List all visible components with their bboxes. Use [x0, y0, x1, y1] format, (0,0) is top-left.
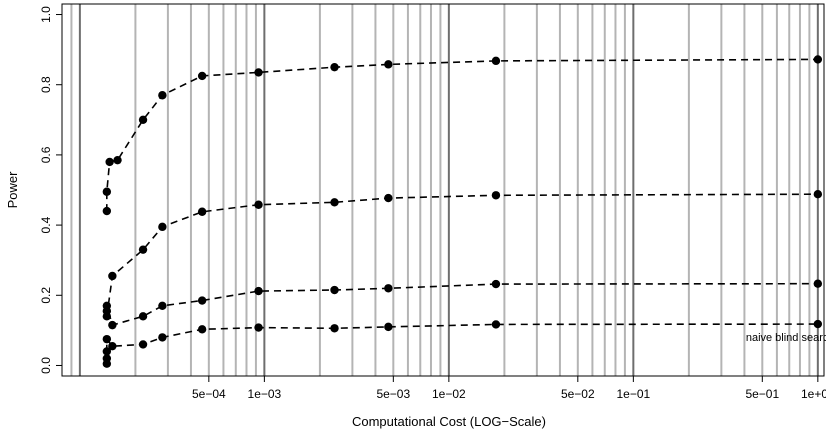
data-point [384, 60, 393, 69]
x-tick-label: 5e−03 [376, 387, 410, 401]
data-point [113, 155, 122, 165]
labels-group: 5e−04 1e−03 5e−03 1e−02 5e−02 1e−01 5e−01 1e+0 0… [39, 6, 826, 401]
x-tick-label: 1e+00 [801, 387, 826, 401]
x-tick-label: 5e−02 [561, 387, 595, 401]
series-group [102, 55, 823, 368]
data-point [102, 334, 112, 344]
data-point [138, 340, 148, 349]
axes [56, 14, 819, 382]
y-tick-label: 0.4 [39, 216, 53, 233]
data-point [491, 56, 501, 66]
y-tick-label: 0.6 [39, 146, 53, 163]
data-point [254, 68, 263, 77]
data-point [254, 323, 263, 332]
data-point [330, 285, 339, 295]
series-line-4 [106, 323, 818, 364]
x-axis-title: Computational Cost (LOG−Scale) [352, 414, 546, 429]
data-point [813, 279, 823, 288]
data-point [158, 333, 167, 342]
data-point [102, 301, 112, 311]
x-tick-label: 1e−02 [432, 387, 466, 401]
data-point [108, 271, 117, 281]
data-point [330, 62, 339, 72]
y-tick-label: 0.0 [39, 357, 53, 374]
data-point [108, 320, 117, 330]
x-tick-label: 1e−03 [248, 387, 282, 401]
data-point [254, 286, 263, 296]
y-tick-label: 0.8 [39, 76, 53, 93]
data-point [138, 115, 148, 125]
data-point [197, 296, 207, 305]
data-point [384, 284, 393, 293]
annotation-label: naive blind searc [746, 332, 826, 344]
data-point [813, 190, 823, 199]
data-point [108, 341, 117, 351]
data-point [105, 157, 114, 167]
data-point [813, 319, 823, 329]
data-point [138, 312, 148, 321]
data-point [197, 325, 207, 334]
grid-lines [70, 4, 819, 376]
data-point [102, 354, 112, 363]
x-tick-label: 1e−01 [616, 387, 650, 401]
data-point [330, 324, 339, 333]
data-point [384, 193, 393, 203]
y-tick-label: 0.2 [39, 287, 53, 304]
data-point [813, 55, 823, 64]
x-tick-label: 5e−04 [192, 387, 226, 401]
data-point [102, 187, 112, 196]
data-point [491, 191, 501, 200]
data-point [384, 322, 393, 332]
series-line-2 [106, 193, 818, 317]
series-line-1 [106, 58, 818, 212]
y-axis-title: Power [5, 171, 20, 209]
plot-frame [61, 3, 825, 377]
data-point [102, 347, 112, 356]
x-tick-label: 5e−01 [745, 387, 779, 401]
data-point [197, 207, 207, 216]
data-point [158, 301, 167, 311]
data-point [197, 71, 207, 81]
data-point [138, 245, 148, 254]
data-point [491, 279, 501, 289]
data-point [158, 222, 167, 232]
data-point [330, 198, 339, 207]
data-point [102, 206, 112, 216]
y-tick-label: 1.0 [39, 6, 53, 23]
series-line-3 [106, 282, 818, 327]
data-point [254, 200, 263, 209]
data-point [158, 91, 167, 100]
data-point [491, 320, 501, 329]
